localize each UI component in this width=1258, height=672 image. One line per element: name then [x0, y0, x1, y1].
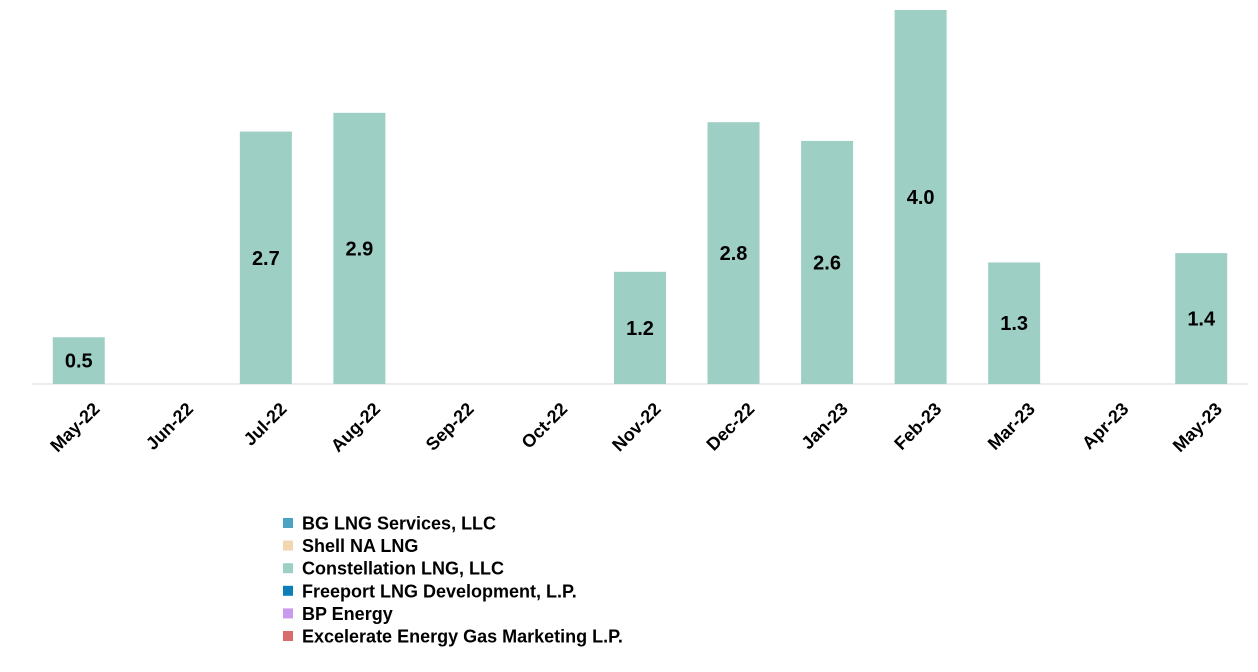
x-tick-label: Apr-23: [1078, 399, 1132, 453]
bar: [333, 112, 386, 384]
legend-label: BG LNG Services, LLC: [302, 514, 496, 534]
bar: [707, 122, 760, 384]
x-tick-label: Dec-22: [702, 399, 758, 455]
legend-label: BP Energy: [302, 604, 393, 624]
x-tick-label: Nov-22: [608, 399, 665, 456]
data-label: 2.7: [252, 248, 280, 270]
legend-label: Constellation LNG, LLC: [302, 559, 504, 579]
bar: [614, 271, 666, 384]
legend-swatch: [283, 585, 293, 596]
x-tick-label: Jan-23: [797, 399, 851, 453]
x-tick-label: Aug-22: [327, 399, 384, 456]
data-label: 1.2: [626, 318, 654, 340]
bar: [52, 337, 105, 384]
x-tick-label: Sep-22: [422, 399, 478, 455]
legend-label: Excelerate Energy Gas Marketing L.P.: [302, 627, 623, 647]
data-label: 2.8: [720, 243, 748, 265]
bar: [801, 140, 854, 384]
legend-swatch: [283, 631, 293, 641]
legend-swatch: [283, 608, 293, 619]
bar: [239, 131, 292, 384]
data-label: 1.4: [1187, 309, 1216, 331]
x-tick-label: Oct-22: [518, 399, 572, 453]
bar: [1175, 253, 1228, 384]
legend-label: Shell NA LNG: [302, 536, 418, 556]
bar: [894, 10, 947, 384]
bar: [988, 262, 1041, 384]
x-tick-label: May-23: [1169, 399, 1226, 456]
legend-swatch: [283, 518, 293, 528]
x-tick-label: Jun-22: [142, 399, 197, 454]
legend-swatch: [283, 563, 293, 574]
x-tick-label: Jul-22: [240, 399, 291, 450]
data-label: 1.3: [1000, 313, 1028, 335]
legend-swatch: [283, 540, 293, 551]
legend-label: Freeport LNG Development, L.P.: [302, 581, 577, 601]
data-label: 2.6: [813, 252, 841, 274]
x-tick-label: Feb-23: [890, 399, 945, 454]
data-label: 2.9: [345, 238, 373, 260]
data-label: 0.5: [65, 351, 93, 373]
x-tick-label: May-22: [46, 399, 103, 456]
data-label: 4.0: [907, 187, 935, 209]
x-tick-label: Mar-23: [984, 399, 1039, 454]
